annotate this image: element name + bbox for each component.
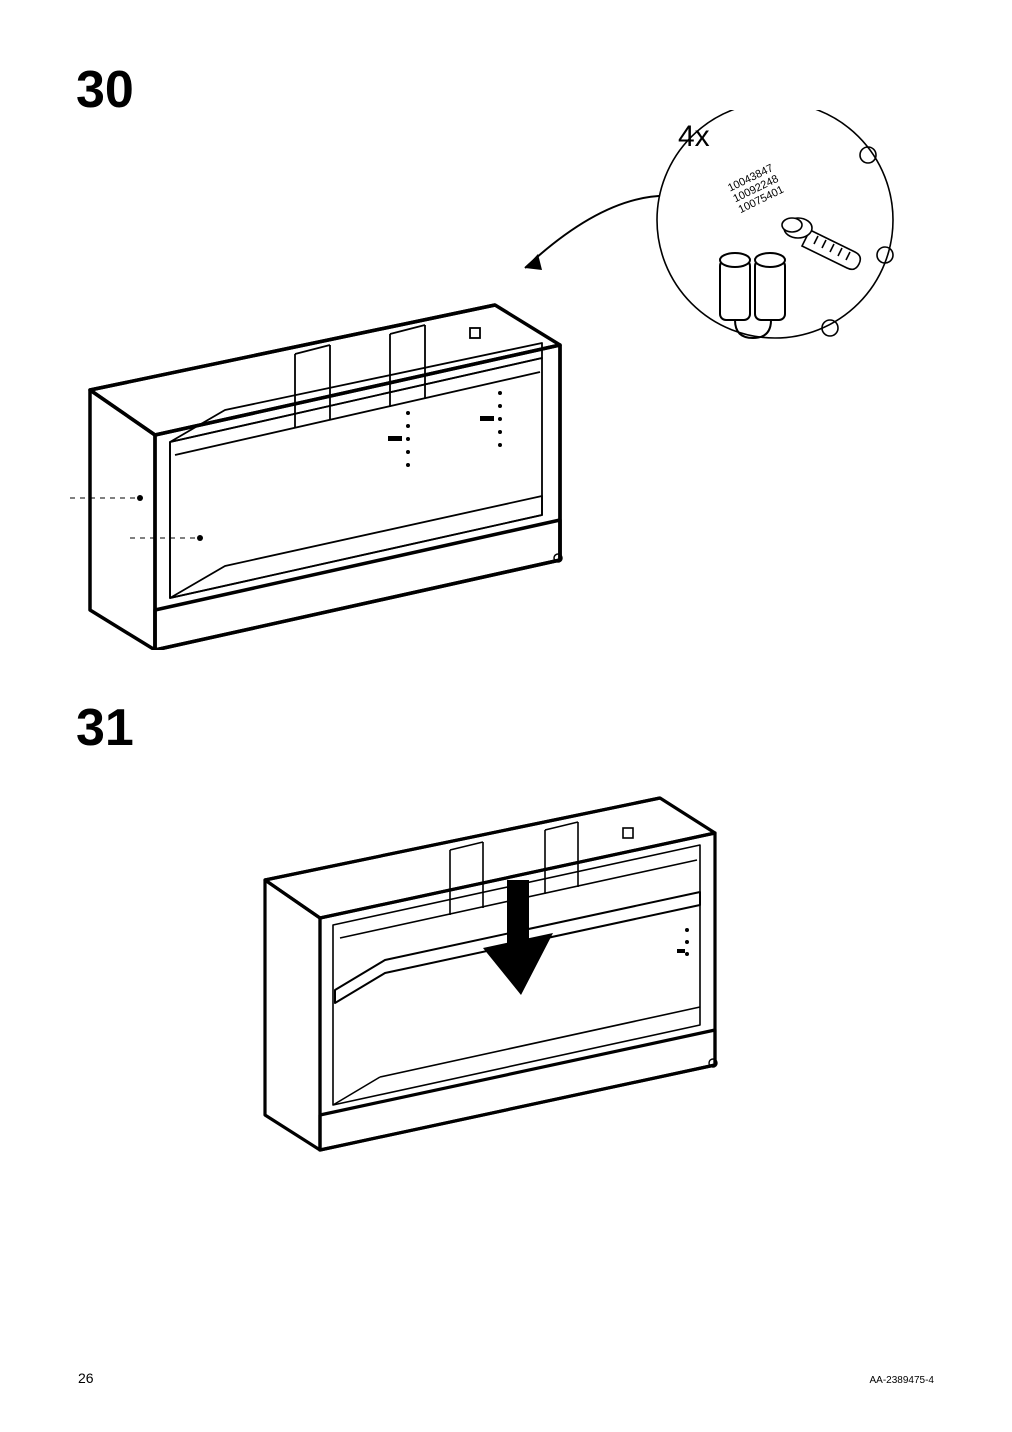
document-id: AA-2389475-4 bbox=[870, 1375, 935, 1386]
hardware-qty: 4x bbox=[678, 120, 710, 154]
page-number: 26 bbox=[78, 1370, 94, 1386]
step-30-illustration: 4x 10043847 10092248 10075401 bbox=[70, 110, 910, 650]
instruction-page: 30 bbox=[0, 0, 1012, 1432]
step-31-illustration bbox=[245, 770, 775, 1200]
step-number-31: 31 bbox=[76, 698, 134, 758]
step-31-svg bbox=[245, 770, 775, 1200]
